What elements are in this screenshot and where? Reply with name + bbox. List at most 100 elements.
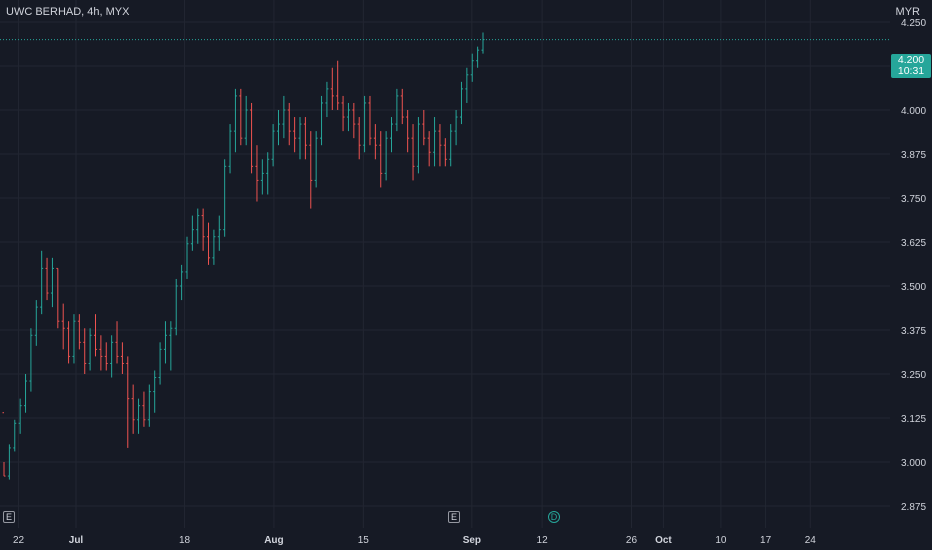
y-tick-label: 3.625 bbox=[901, 238, 926, 249]
ohlc-bar bbox=[406, 110, 410, 153]
ohlc-bar bbox=[282, 95, 286, 139]
ohlc-bar bbox=[250, 102, 254, 174]
ohlc-bar bbox=[465, 67, 469, 103]
ohlc-bar bbox=[77, 314, 81, 350]
ohlc-bar bbox=[330, 67, 334, 110]
time-axis[interactable]: 22 Jul 18 Aug 15 Sep 12 26 Oct 10 17 24 bbox=[13, 535, 816, 546]
y-tick-label: 3.375 bbox=[901, 326, 926, 337]
ohlc-bar bbox=[233, 88, 237, 153]
last-price-value: 4.200 bbox=[897, 54, 925, 66]
y-tick-label: 3.875 bbox=[901, 150, 926, 161]
y-tick-label: 3.750 bbox=[901, 194, 926, 205]
ohlc-bars bbox=[2, 32, 485, 480]
ohlc-bar bbox=[368, 95, 372, 146]
ohlc-bar bbox=[325, 81, 329, 118]
ohlc-bar bbox=[459, 81, 463, 125]
ohlc-bar bbox=[470, 53, 474, 82]
currency-label[interactable]: MYR bbox=[895, 6, 920, 18]
ohlc-bar bbox=[411, 124, 415, 181]
ohlc-bar bbox=[163, 321, 167, 364]
x-tick-label: 18 bbox=[179, 535, 191, 546]
y-tick-label: 4.250 bbox=[901, 18, 926, 29]
ohlc-bar bbox=[174, 278, 178, 336]
x-tick-label: 26 bbox=[626, 535, 638, 546]
chart-grid bbox=[0, 0, 890, 528]
ohlc-bar bbox=[93, 314, 97, 357]
ohlc-bar bbox=[217, 215, 221, 251]
ohlc-bar bbox=[45, 257, 49, 301]
ohlc-bar bbox=[196, 208, 200, 244]
ohlc-bar bbox=[120, 342, 124, 374]
ohlc-bar bbox=[104, 342, 108, 371]
ohlc-bar bbox=[212, 229, 216, 265]
ohlc-bar bbox=[67, 321, 71, 364]
last-price-badge: 4.200 10:31 bbox=[891, 54, 931, 78]
ohlc-bar bbox=[72, 314, 76, 364]
price-axis[interactable]: 4.2504.1254.0003.8753.7503.6253.5003.375… bbox=[901, 18, 926, 513]
ohlc-bar bbox=[61, 303, 65, 350]
y-tick-label: 3.125 bbox=[901, 414, 926, 425]
ohlc-bar bbox=[395, 88, 399, 132]
x-tick-label: 17 bbox=[760, 535, 772, 546]
ohlc-bar bbox=[56, 267, 60, 329]
ohlc-bar bbox=[266, 152, 270, 195]
ohlc-bar bbox=[180, 264, 184, 301]
ohlc-bar bbox=[287, 102, 291, 146]
y-tick-label: 3.000 bbox=[901, 458, 926, 469]
ohlc-bar bbox=[357, 117, 361, 160]
ohlc-bar bbox=[481, 32, 485, 54]
ohlc-bar bbox=[352, 102, 356, 139]
ohlc-bar bbox=[239, 88, 243, 146]
ohlc-bar bbox=[147, 384, 151, 427]
ohlc-bar bbox=[373, 124, 377, 160]
ohlc-bar bbox=[99, 335, 103, 371]
y-tick-label: 3.500 bbox=[901, 282, 926, 293]
ohlc-bar bbox=[363, 95, 367, 153]
ohlc-bar bbox=[7, 444, 11, 480]
x-tick-label: Oct bbox=[655, 535, 672, 546]
ohlc-bar bbox=[443, 138, 447, 167]
x-tick-label: 24 bbox=[805, 535, 817, 546]
symbol-title[interactable]: UWC BERHAD, 4h, MYX bbox=[6, 6, 130, 18]
earnings-event-icon[interactable]: E bbox=[448, 511, 460, 523]
x-tick-label: 22 bbox=[13, 535, 25, 546]
ohlc-bar bbox=[422, 110, 426, 146]
dividend-event-icon[interactable]: D bbox=[548, 511, 560, 523]
y-tick-label: 3.250 bbox=[901, 370, 926, 381]
ohlc-bar bbox=[153, 370, 157, 413]
ohlc-bar bbox=[223, 159, 227, 237]
ohlc-bar bbox=[126, 356, 130, 448]
ohlc-bar bbox=[449, 124, 453, 167]
ohlc-bar bbox=[336, 60, 340, 110]
ohlc-bar bbox=[400, 88, 404, 125]
ohlc-bar bbox=[137, 398, 141, 434]
ohlc-bar bbox=[169, 321, 173, 371]
ohlc-bar bbox=[298, 117, 302, 160]
ohlc-bar bbox=[427, 131, 431, 167]
ohlc-bar bbox=[260, 159, 264, 195]
ohlc-bar bbox=[276, 110, 280, 146]
ohlc-bar bbox=[320, 95, 324, 146]
ohlc-bar bbox=[40, 250, 44, 315]
ohlc-bar bbox=[50, 257, 54, 308]
ohlc-bar bbox=[271, 124, 275, 167]
x-tick-label: 10 bbox=[715, 535, 727, 546]
ohlc-bar bbox=[88, 328, 92, 371]
ohlc-bar bbox=[244, 95, 248, 146]
ohlc-bar bbox=[293, 117, 297, 153]
x-tick-label: Aug bbox=[264, 535, 283, 546]
ohlc-bar bbox=[384, 131, 388, 181]
ohlc-bar bbox=[158, 342, 162, 385]
ohlc-bar bbox=[115, 321, 119, 364]
ohlc-bar bbox=[142, 391, 146, 427]
ohlc-bar bbox=[255, 145, 259, 202]
ohlc-bar bbox=[228, 124, 232, 174]
ohlc-bar bbox=[207, 222, 211, 265]
ohlc-bar bbox=[2, 412, 6, 477]
x-tick-label: Jul bbox=[69, 535, 84, 546]
ohlc-bar bbox=[303, 117, 307, 160]
earnings-event-icon[interactable]: E bbox=[3, 511, 15, 523]
ohlc-bar bbox=[433, 117, 437, 167]
